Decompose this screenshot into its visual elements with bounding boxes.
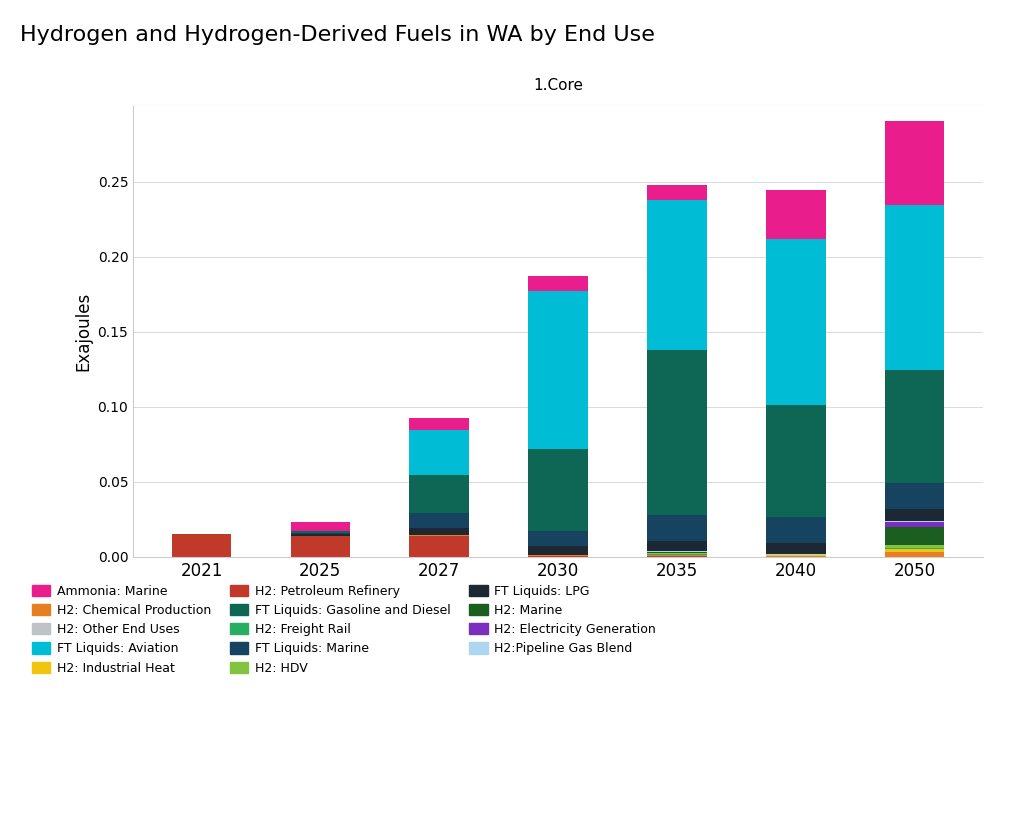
Bar	[410, 527, 469, 535]
Bar	[647, 541, 707, 551]
Bar	[885, 370, 944, 482]
Bar	[766, 517, 825, 544]
Text: Hydrogen and Hydrogen-Derived Fuels in WA by End Use: Hydrogen and Hydrogen-Derived Fuels in W…	[20, 25, 655, 44]
Bar	[885, 552, 944, 557]
Text: 1.Core: 1.Core	[534, 79, 583, 93]
Bar	[291, 533, 350, 535]
Bar	[766, 190, 825, 239]
Bar	[528, 276, 588, 291]
Bar	[766, 554, 825, 556]
Bar	[885, 548, 944, 550]
Legend: Ammonia: Marine, H2: Chemical Production, H2: Other End Uses, FT Liquids: Aviati: Ammonia: Marine, H2: Chemical Production…	[27, 580, 660, 680]
Bar	[410, 536, 469, 557]
Bar	[528, 449, 588, 532]
Bar	[528, 532, 588, 546]
Y-axis label: Exajoules: Exajoules	[74, 292, 92, 371]
Bar	[291, 536, 350, 557]
Bar	[528, 546, 588, 555]
Bar	[528, 291, 588, 449]
Bar	[410, 513, 469, 527]
Bar	[885, 120, 944, 205]
Bar	[647, 200, 707, 350]
Bar	[647, 350, 707, 515]
Bar	[885, 523, 944, 527]
Bar	[766, 239, 825, 405]
Bar	[885, 545, 944, 548]
Bar	[885, 550, 944, 552]
Bar	[766, 405, 825, 517]
Bar	[885, 509, 944, 521]
Bar	[647, 515, 707, 541]
Bar	[766, 544, 825, 554]
Bar	[885, 521, 944, 523]
Bar	[291, 523, 350, 532]
Bar	[410, 475, 469, 513]
Bar	[885, 205, 944, 370]
Bar	[172, 534, 231, 557]
Bar	[885, 482, 944, 509]
Bar	[291, 534, 350, 536]
Bar	[291, 532, 350, 533]
Bar	[885, 527, 944, 545]
Bar	[410, 430, 469, 475]
Bar	[647, 184, 707, 200]
Bar	[410, 418, 469, 430]
